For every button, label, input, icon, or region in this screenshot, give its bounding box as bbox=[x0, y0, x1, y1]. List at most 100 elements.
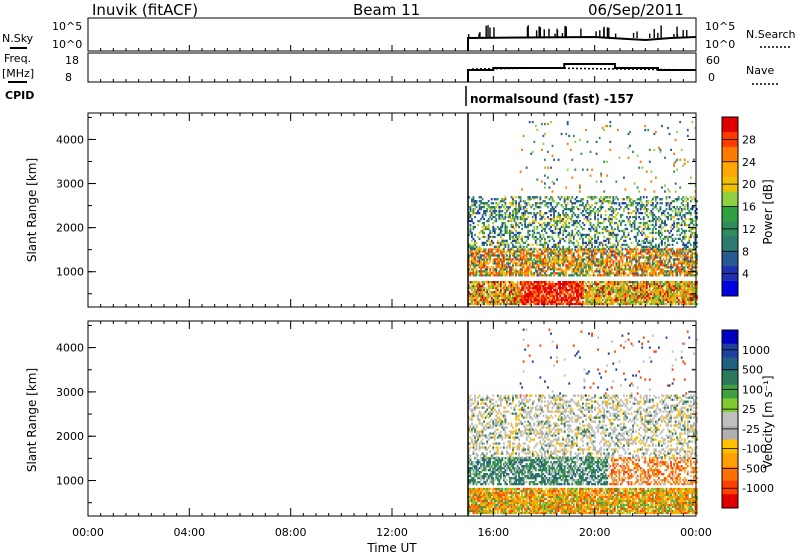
data-cell bbox=[686, 256, 689, 259]
data-cell bbox=[656, 298, 659, 302]
data-cell bbox=[696, 217, 698, 221]
data-cell bbox=[688, 302, 691, 306]
data-cell bbox=[553, 239, 555, 243]
data-cell bbox=[534, 268, 537, 271]
data-cell bbox=[506, 272, 508, 275]
data-cell bbox=[626, 280, 628, 284]
data-cell bbox=[542, 213, 545, 217]
data-cell bbox=[575, 294, 578, 298]
data-cell bbox=[635, 227, 638, 231]
data-cell bbox=[528, 254, 531, 257]
data-cell bbox=[527, 196, 530, 199]
data-cell bbox=[499, 241, 502, 245]
data-cell bbox=[518, 288, 520, 292]
data-cell bbox=[686, 252, 689, 255]
data-cell bbox=[623, 288, 625, 292]
data-cell bbox=[615, 282, 618, 286]
data-cell bbox=[547, 235, 549, 239]
data-cell bbox=[639, 296, 642, 300]
data-cell bbox=[501, 274, 504, 277]
data-cell bbox=[569, 280, 572, 284]
data-cell bbox=[670, 208, 672, 211]
data-cell bbox=[582, 243, 584, 247]
data-cell bbox=[498, 233, 501, 237]
data-cell bbox=[642, 231, 645, 235]
data-cell bbox=[480, 200, 482, 203]
data-cell bbox=[536, 264, 539, 267]
data-cell bbox=[639, 298, 642, 302]
data-cell bbox=[515, 202, 517, 205]
data-cell bbox=[615, 256, 618, 259]
data-cell bbox=[683, 294, 686, 298]
data-cell bbox=[527, 250, 530, 253]
data-cell bbox=[560, 260, 563, 263]
data-cell bbox=[638, 286, 641, 290]
data-cell bbox=[691, 219, 694, 223]
data-cell bbox=[661, 243, 663, 247]
data-cell bbox=[547, 221, 549, 225]
data-cell bbox=[680, 252, 683, 255]
data-cell bbox=[548, 292, 551, 296]
data-cell bbox=[642, 280, 645, 284]
data-cell bbox=[661, 241, 663, 245]
data-cell bbox=[577, 200, 580, 203]
nsearch-tick-top: 10^5 bbox=[705, 20, 735, 33]
data-cell bbox=[647, 280, 650, 284]
data-cell bbox=[522, 300, 525, 304]
data-cell bbox=[606, 282, 609, 286]
data-cell bbox=[575, 260, 578, 263]
data-cell bbox=[627, 286, 630, 290]
data-cell bbox=[696, 233, 698, 237]
data-cell bbox=[483, 300, 486, 304]
data-cell bbox=[554, 260, 557, 263]
data-cell bbox=[677, 286, 680, 290]
data-cell bbox=[604, 268, 607, 271]
data-cell bbox=[577, 229, 580, 233]
data-cell bbox=[562, 282, 565, 286]
data-cell bbox=[512, 302, 514, 306]
data-cell bbox=[626, 258, 628, 261]
data-cell bbox=[504, 258, 507, 261]
data-cell bbox=[521, 298, 524, 302]
data-cell bbox=[539, 243, 542, 247]
data-cell bbox=[542, 284, 545, 288]
data-cell bbox=[682, 241, 685, 245]
data-cell bbox=[679, 286, 682, 290]
data-cell bbox=[658, 286, 660, 290]
data-cell bbox=[565, 247, 568, 250]
data-cell bbox=[686, 206, 689, 209]
data-cell bbox=[656, 280, 659, 284]
data-cell bbox=[651, 202, 654, 205]
data-cell bbox=[545, 290, 548, 294]
data-cell bbox=[501, 254, 504, 257]
data-cell bbox=[484, 264, 487, 267]
data-cell bbox=[613, 252, 616, 255]
data-cell bbox=[677, 227, 680, 231]
data-cell bbox=[632, 288, 634, 292]
data-cell bbox=[598, 268, 601, 271]
data-cell bbox=[539, 254, 542, 257]
data-cell bbox=[553, 302, 555, 306]
data-cell bbox=[522, 219, 525, 223]
data-cell bbox=[498, 227, 501, 231]
data-cell bbox=[654, 270, 657, 273]
data-cell bbox=[468, 258, 470, 261]
data-cell bbox=[653, 262, 656, 265]
data-cell bbox=[594, 217, 596, 221]
data-cell bbox=[585, 292, 587, 296]
data-cell bbox=[670, 294, 672, 298]
data-cell bbox=[595, 258, 598, 261]
data-cell bbox=[600, 262, 603, 265]
data-cell bbox=[653, 288, 656, 292]
data-cell bbox=[512, 211, 514, 215]
data-cell bbox=[635, 256, 638, 259]
data-cell bbox=[486, 270, 489, 273]
data-cell bbox=[685, 298, 688, 302]
data-cell bbox=[498, 284, 501, 288]
data-cell bbox=[630, 260, 633, 263]
data-cell bbox=[653, 284, 656, 288]
data-cell bbox=[635, 260, 638, 263]
data-cell bbox=[527, 258, 530, 261]
data-cell bbox=[673, 260, 676, 263]
data-cell bbox=[629, 200, 631, 203]
